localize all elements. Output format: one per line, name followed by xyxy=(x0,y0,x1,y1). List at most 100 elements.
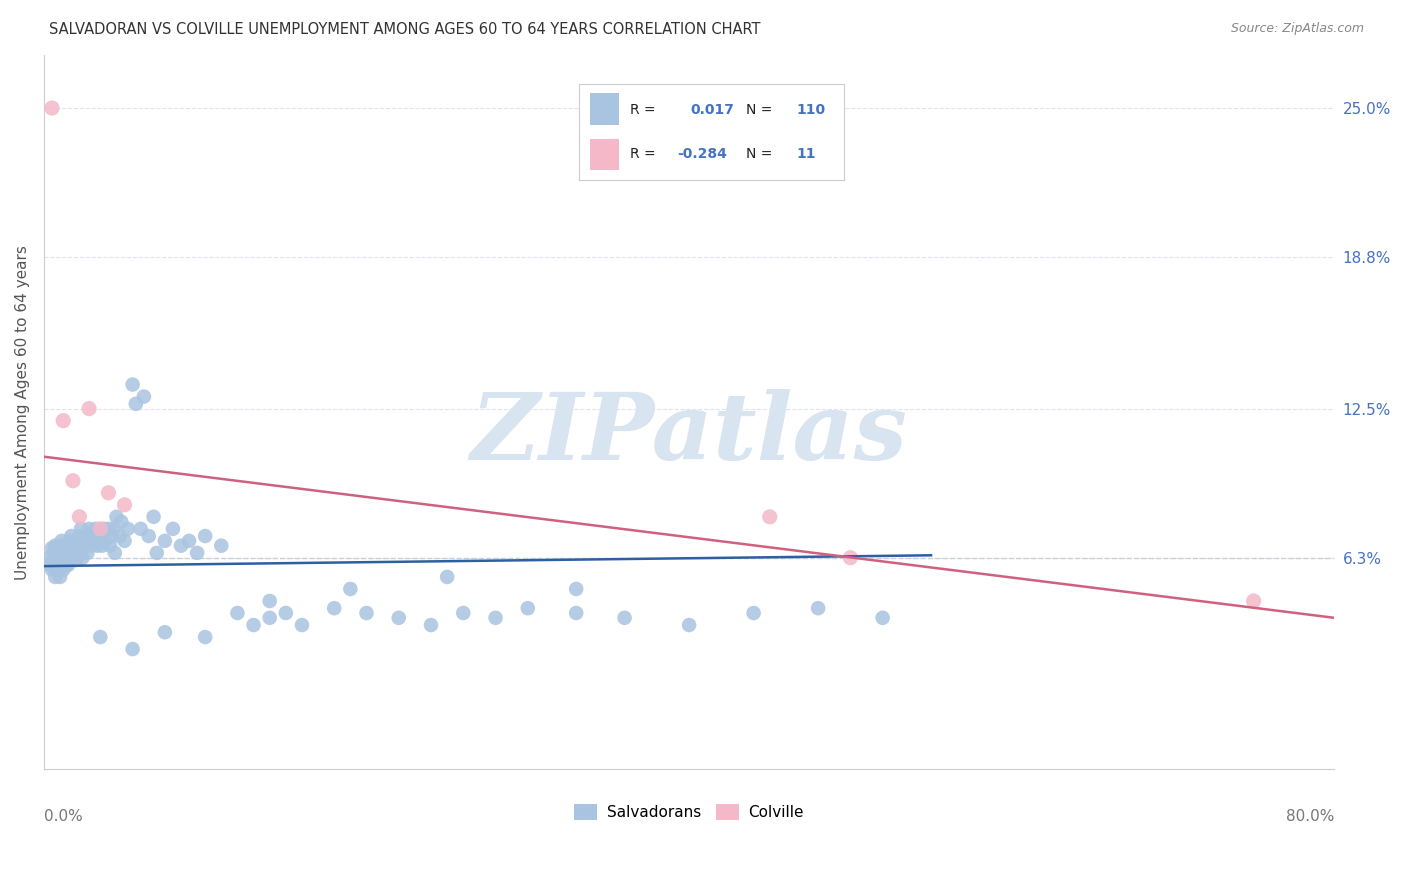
Text: Source: ZipAtlas.com: Source: ZipAtlas.com xyxy=(1230,22,1364,36)
Point xyxy=(209,539,232,553)
Point xyxy=(49,539,72,553)
Point xyxy=(73,533,96,548)
Text: ZIPatlas: ZIPatlas xyxy=(471,389,908,479)
Point xyxy=(484,611,506,625)
Point xyxy=(55,550,77,565)
Point xyxy=(89,630,111,644)
Point xyxy=(87,533,110,548)
Point xyxy=(52,546,75,560)
Point xyxy=(45,550,67,565)
Point xyxy=(194,630,217,644)
Point xyxy=(45,546,67,560)
Point xyxy=(67,529,90,543)
Point xyxy=(274,606,297,620)
Point xyxy=(451,606,474,620)
Point xyxy=(38,550,60,565)
Point xyxy=(83,529,105,543)
Point xyxy=(44,570,66,584)
Legend: Salvadorans, Colville: Salvadorans, Colville xyxy=(568,797,810,826)
Point xyxy=(89,522,111,536)
Point xyxy=(56,546,79,560)
Point xyxy=(53,553,76,567)
Point xyxy=(60,546,83,560)
Point xyxy=(42,546,65,560)
Point xyxy=(51,550,73,565)
Point xyxy=(121,377,143,392)
Point xyxy=(62,474,84,488)
Point xyxy=(565,582,588,596)
Point xyxy=(55,558,77,572)
Point xyxy=(91,539,114,553)
Point xyxy=(63,546,86,560)
Point xyxy=(52,563,75,577)
Point xyxy=(162,522,184,536)
Point xyxy=(70,539,93,553)
Point xyxy=(41,541,63,555)
Point xyxy=(153,625,176,640)
Point xyxy=(56,558,79,572)
Point xyxy=(565,606,588,620)
Point xyxy=(839,550,862,565)
Point xyxy=(291,618,314,632)
Point xyxy=(142,509,165,524)
Point xyxy=(42,560,65,574)
Point xyxy=(125,397,148,411)
Point xyxy=(100,529,122,543)
Point xyxy=(65,553,87,567)
Point xyxy=(56,539,79,553)
Point xyxy=(259,594,281,608)
Point xyxy=(758,509,780,524)
Point xyxy=(114,498,136,512)
Point xyxy=(121,642,143,657)
Point xyxy=(516,601,538,615)
Point xyxy=(67,546,90,560)
Text: SALVADORAN VS COLVILLE UNEMPLOYMENT AMONG AGES 60 TO 64 YEARS CORRELATION CHART: SALVADORAN VS COLVILLE UNEMPLOYMENT AMON… xyxy=(49,22,761,37)
Point xyxy=(98,539,121,553)
Point xyxy=(114,533,136,548)
Point xyxy=(104,546,127,560)
Point xyxy=(194,529,217,543)
Point xyxy=(226,606,249,620)
Point xyxy=(65,533,87,548)
Point xyxy=(356,606,378,620)
Point xyxy=(75,529,97,543)
Point xyxy=(146,546,169,560)
Point xyxy=(436,570,458,584)
Point xyxy=(86,539,108,553)
Point xyxy=(153,533,176,548)
Point xyxy=(186,546,208,560)
Point xyxy=(53,539,76,553)
Point xyxy=(49,553,72,567)
Point xyxy=(138,529,160,543)
Text: 0.0%: 0.0% xyxy=(44,808,83,823)
Point xyxy=(79,539,101,553)
Point xyxy=(39,558,62,572)
Point xyxy=(110,515,132,529)
Point xyxy=(73,539,96,553)
Point xyxy=(420,618,443,632)
Point xyxy=(77,401,100,416)
Point xyxy=(105,509,128,524)
Point xyxy=(678,618,700,632)
Point xyxy=(108,529,131,543)
Point xyxy=(339,582,361,596)
Point xyxy=(170,539,193,553)
Point xyxy=(742,606,765,620)
Point xyxy=(89,529,111,543)
Point xyxy=(117,522,139,536)
Point xyxy=(59,550,82,565)
Point xyxy=(52,414,75,428)
Point xyxy=(60,529,83,543)
Point xyxy=(49,570,72,584)
Point xyxy=(72,550,94,565)
Point xyxy=(67,509,90,524)
Point xyxy=(97,522,120,536)
Point xyxy=(62,550,84,565)
Point xyxy=(45,558,67,572)
Point xyxy=(70,522,93,536)
Point xyxy=(388,611,411,625)
Point xyxy=(44,553,66,567)
Point xyxy=(93,522,115,536)
Point xyxy=(44,539,66,553)
Point xyxy=(51,533,73,548)
